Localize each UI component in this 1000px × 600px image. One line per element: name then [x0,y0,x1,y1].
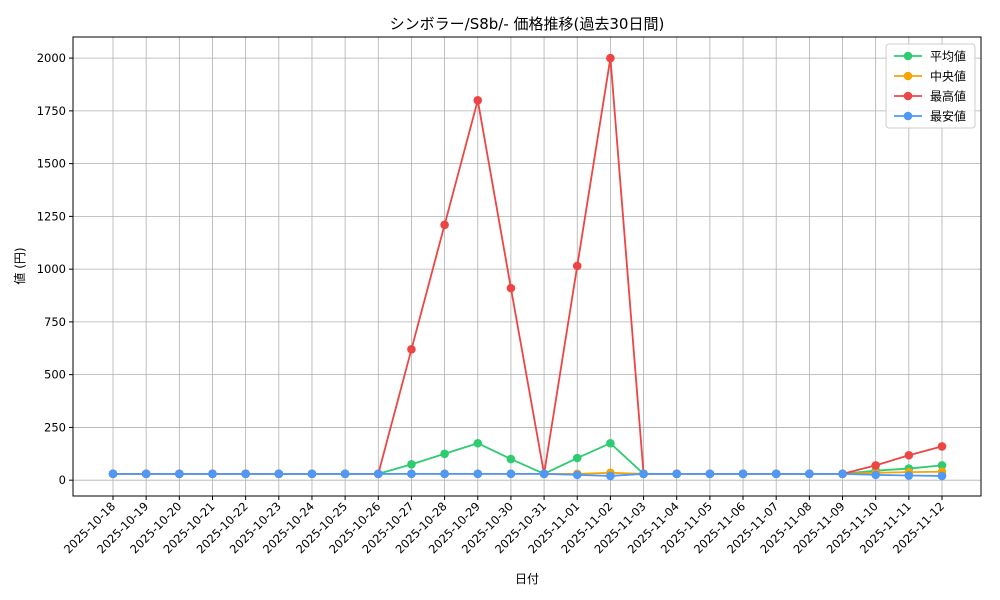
data-point [606,438,615,448]
legend-swatch-marker [903,111,913,121]
series [108,53,947,479]
series [108,438,947,479]
legend-swatch-marker [903,51,913,61]
chart-title: シンボラー/S8b/- 価格推移(過去30日間) [390,15,665,33]
series-line [113,472,943,477]
data-point [208,469,217,479]
data-point [871,461,880,470]
x-axis-label: 日付 [515,572,539,586]
data-point [639,469,648,479]
legend-label: 中央値 [930,69,966,84]
data-point [175,469,184,479]
data-point [937,461,947,470]
data-point [440,469,449,479]
series-line [113,57,943,475]
data-point [473,469,483,479]
data-point [572,453,582,463]
y-tick-label: 2000 [37,51,66,65]
data-point [373,469,383,479]
legend-box [885,43,976,129]
data-point [440,449,449,459]
data-point [871,470,880,480]
grid [73,37,981,496]
data-point [738,469,748,479]
data-point [407,345,416,354]
data-point [473,438,483,448]
data-point [241,469,250,479]
y-axis-label: 値 (円) [12,247,27,284]
data-point [108,469,118,479]
data-point [407,469,416,479]
data-point [340,469,350,479]
data-point [606,53,615,63]
data-point [904,450,914,460]
data-point [705,469,715,479]
y-tick-label: 1500 [37,157,66,171]
legend-label: 最高値 [930,89,966,104]
y-tick-label: 1250 [37,209,66,223]
series-lines [108,53,947,481]
data-point [141,469,151,479]
legend-label: 最安値 [930,109,966,124]
data-point [937,442,947,451]
data-point [572,261,582,271]
data-point [506,454,516,464]
series [108,467,947,479]
legend-label: 平均値 [930,49,966,64]
legend-swatch-marker [903,71,913,81]
data-point [805,469,814,479]
data-point [904,471,914,480]
data-point [771,469,781,479]
data-point [937,471,947,481]
data-point [407,460,416,469]
data-point [672,469,682,479]
data-point [606,471,615,481]
y-axis: 0 250 500 750 1000 1250 1500 1750 2000 [37,51,73,487]
data-point [506,469,516,479]
y-tick-label: 750 [44,315,66,329]
y-tick-label: 250 [44,420,66,434]
series [108,469,947,481]
data-point [473,96,483,105]
y-tick-label: 1750 [37,104,66,118]
y-tick-label: 1000 [37,262,66,276]
data-point [506,283,516,293]
x-axis: 2025-10-182025-10-192025-10-202025-10-21… [61,496,947,556]
data-point [274,469,284,479]
data-point [307,469,317,479]
y-tick-label: 500 [44,368,66,382]
data-point [440,220,449,230]
series-line [113,442,943,475]
legend-swatch-marker [903,91,913,101]
data-point [838,469,847,479]
data-point [572,470,582,480]
y-tick-label: 0 [59,473,66,487]
plot-frame [72,36,982,497]
data-point [539,469,549,479]
